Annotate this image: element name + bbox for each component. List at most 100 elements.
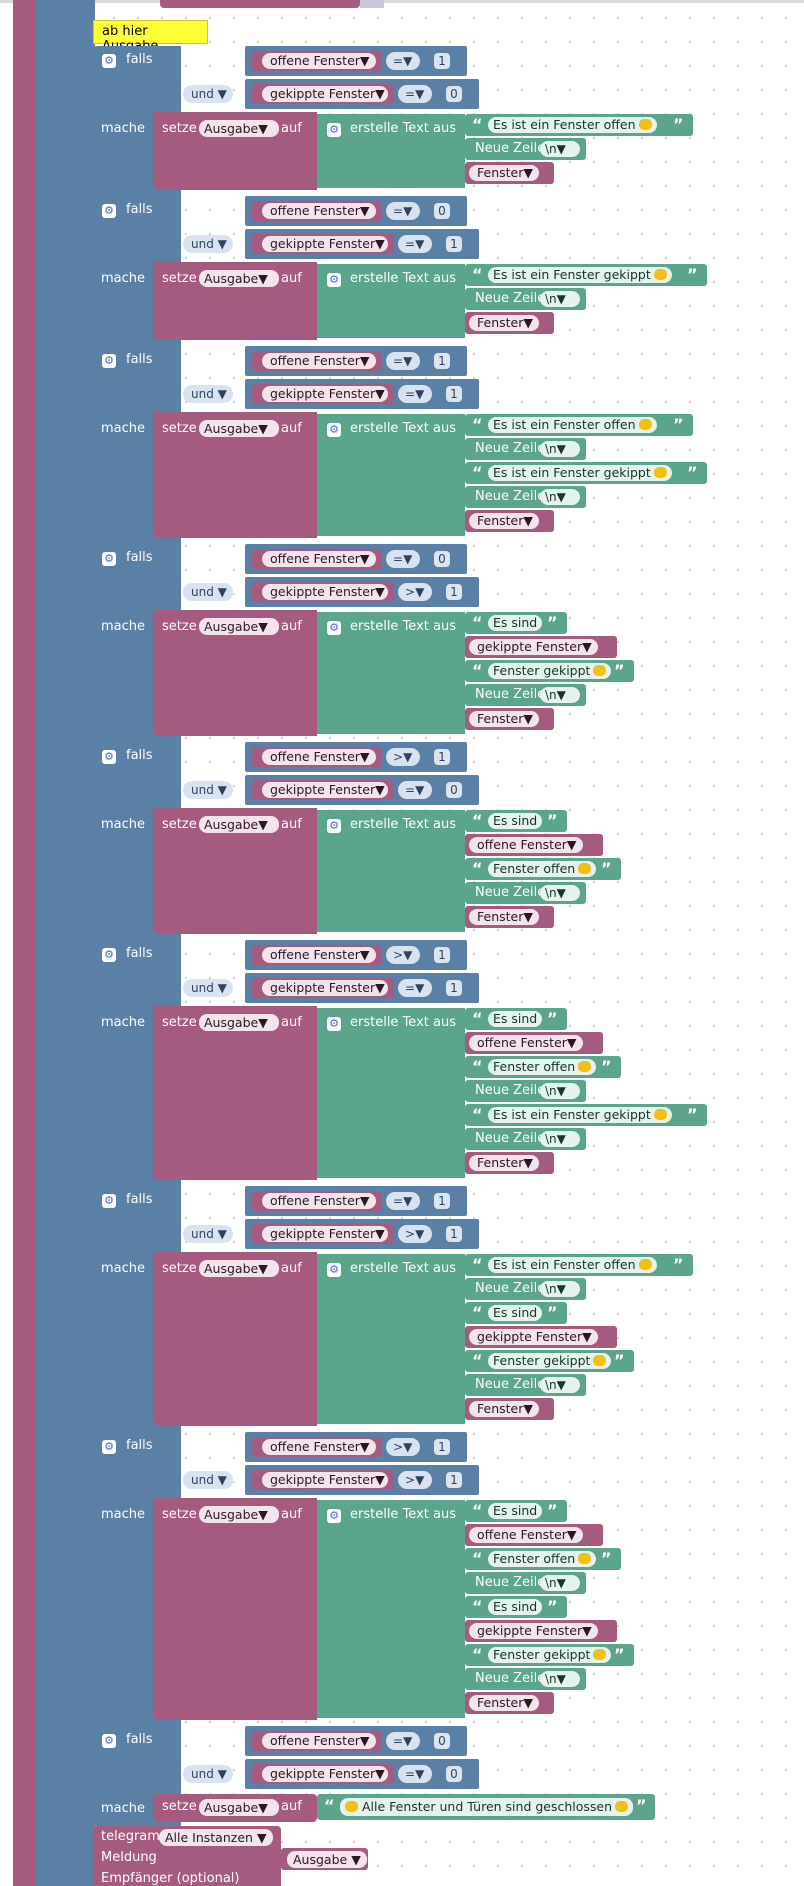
newline-dropdown[interactable]: \n▼ [540,441,580,457]
text-string-value[interactable]: Fenster offen [488,1059,597,1075]
gear-icon[interactable]: ⚙ [327,123,341,137]
gear-icon[interactable]: ⚙ [327,423,341,437]
text-string-value[interactable]: Es sind [488,1305,543,1321]
condition-var-dropdown[interactable]: gekippte Fenster▼ [262,1226,388,1242]
variable-dropdown[interactable]: gekippte Fenster▼ [469,1623,598,1639]
variable-dropdown[interactable]: offene Fenster▼ [469,1035,583,1051]
text-string-value[interactable]: Alle Fenster und Türen sind geschlossen [340,1798,634,1816]
comment-ab-hier-ausgabe[interactable]: ab hier Ausgabe [93,20,208,54]
condition-var-dropdown[interactable]: gekippte Fenster▼ [262,86,388,102]
condition-var-dropdown[interactable]: offene Fenster▼ [262,749,376,765]
condition-var-dropdown[interactable]: gekippte Fenster▼ [262,584,388,600]
operator-dropdown[interactable]: =▼ [398,979,432,997]
number-value[interactable]: 1 [434,53,450,69]
text-string-value[interactable]: Fenster gekippt [488,1647,612,1663]
variable-dropdown[interactable]: Fenster▼ [469,165,539,181]
condition-var-dropdown[interactable]: offene Fenster▼ [262,1193,376,1209]
variable-dropdown[interactable]: Fenster▼ [469,909,539,925]
gear-icon[interactable]: ⚙ [327,1017,341,1031]
newline-dropdown[interactable]: \n▼ [540,1671,580,1687]
number-value[interactable]: 0 [446,1766,462,1782]
text-join-block[interactable] [317,1254,465,1424]
previous-block-stub[interactable] [160,0,360,8]
newline-dropdown[interactable]: \n▼ [540,489,580,505]
operator-dropdown[interactable]: >▼ [386,946,420,964]
condition-var-dropdown[interactable]: offene Fenster▼ [262,551,376,567]
telegram-meldung-socket[interactable]: Ausgabe ▼ [281,1848,368,1870]
ausgabe-dropdown[interactable]: Ausgabe▼ [199,270,279,287]
text-string-value[interactable]: Es ist ein Fenster offen [488,1257,657,1273]
text-string-value[interactable]: Fenster gekippt [488,663,612,679]
ausgabe-dropdown[interactable]: Ausgabe▼ [199,618,279,635]
gear-icon[interactable]: ⚙ [102,54,116,68]
und-dropdown[interactable]: und ▼ [183,979,233,997]
gear-icon[interactable]: ⚙ [327,621,341,635]
condition-var-dropdown[interactable]: gekippte Fenster▼ [262,236,388,252]
newline-dropdown[interactable]: \n▼ [540,885,580,901]
operator-dropdown[interactable]: =▼ [386,1732,420,1750]
ausgabe-dropdown[interactable]: Ausgabe▼ [199,1260,279,1277]
operator-dropdown[interactable]: =▼ [398,85,432,103]
operator-dropdown[interactable]: =▼ [386,550,420,568]
gear-icon[interactable]: ⚙ [102,552,116,566]
gear-icon[interactable]: ⚙ [327,819,341,833]
gear-icon[interactable]: ⚙ [102,750,116,764]
newline-dropdown[interactable]: \n▼ [540,1377,580,1393]
text-string-value[interactable]: Es ist ein Fenster gekippt [488,465,672,481]
text-string-value[interactable]: Es ist ein Fenster offen [488,117,657,133]
number-value[interactable]: 1 [434,1439,450,1455]
telegram-meldung-value[interactable]: Ausgabe ▼ [287,1851,367,1868]
number-value[interactable]: 0 [434,1733,450,1749]
operator-dropdown[interactable]: >▼ [398,1225,432,1243]
condition-var-dropdown[interactable]: gekippte Fenster▼ [262,386,388,402]
gear-icon[interactable]: ⚙ [327,1263,341,1277]
variable-dropdown[interactable]: Fenster▼ [469,1695,539,1711]
number-value[interactable]: 1 [434,353,450,369]
number-value[interactable]: 1 [446,1472,462,1488]
condition-var-dropdown[interactable]: offene Fenster▼ [262,53,376,69]
ausgabe-dropdown[interactable]: Ausgabe▼ [199,816,279,833]
gear-icon[interactable]: ⚙ [102,1440,116,1454]
variable-dropdown[interactable]: Fenster▼ [469,1401,539,1417]
text-string-value[interactable]: Es ist ein Fenster offen [488,417,657,433]
number-value[interactable]: 1 [446,386,462,402]
newline-dropdown[interactable]: \n▼ [540,291,580,307]
und-dropdown[interactable]: und ▼ [183,1225,233,1243]
text-string-value[interactable]: Es ist ein Fenster gekippt [488,1107,672,1123]
text-string-value[interactable]: Es sind [488,1503,543,1519]
und-dropdown[interactable]: und ▼ [183,583,233,601]
text-string-value[interactable]: Fenster gekippt [488,1353,612,1369]
number-value[interactable]: 1 [434,947,450,963]
gear-icon[interactable]: ⚙ [102,1734,116,1748]
operator-dropdown[interactable]: =▼ [386,202,420,220]
condition-var-dropdown[interactable]: offene Fenster▼ [262,947,376,963]
operator-dropdown[interactable]: >▼ [386,1438,420,1456]
text-join-block[interactable] [317,114,465,188]
number-value[interactable]: 1 [434,749,450,765]
condition-var-dropdown[interactable]: gekippte Fenster▼ [262,782,388,798]
ausgabe-dropdown[interactable]: Ausgabe▼ [199,120,279,137]
operator-dropdown[interactable]: =▼ [386,1192,420,1210]
variable-dropdown[interactable]: offene Fenster▼ [469,1527,583,1543]
und-dropdown[interactable]: und ▼ [183,1471,233,1489]
number-value[interactable]: 0 [446,782,462,798]
ausgabe-dropdown[interactable]: Ausgabe▼ [199,1506,279,1523]
number-value[interactable]: 1 [446,980,462,996]
condition-var-dropdown[interactable]: gekippte Fenster▼ [262,980,388,996]
newline-dropdown[interactable]: \n▼ [540,687,580,703]
variable-dropdown[interactable]: Fenster▼ [469,711,539,727]
gear-icon[interactable]: ⚙ [102,948,116,962]
newline-dropdown[interactable]: \n▼ [540,1083,580,1099]
gear-icon[interactable]: ⚙ [102,354,116,368]
variable-dropdown[interactable]: offene Fenster▼ [469,837,583,853]
number-value[interactable]: 1 [446,1226,462,1242]
operator-dropdown[interactable]: >▼ [398,1471,432,1489]
set-variable-block[interactable] [153,1252,317,1426]
newline-dropdown[interactable]: \n▼ [540,141,580,157]
set-variable-block[interactable] [153,1498,317,1720]
operator-dropdown[interactable]: =▼ [398,1765,432,1783]
text-join-block[interactable] [317,414,465,536]
gear-icon[interactable]: ⚙ [327,273,341,287]
condition-var-dropdown[interactable]: offene Fenster▼ [262,1733,376,1749]
operator-dropdown[interactable]: =▼ [398,235,432,253]
